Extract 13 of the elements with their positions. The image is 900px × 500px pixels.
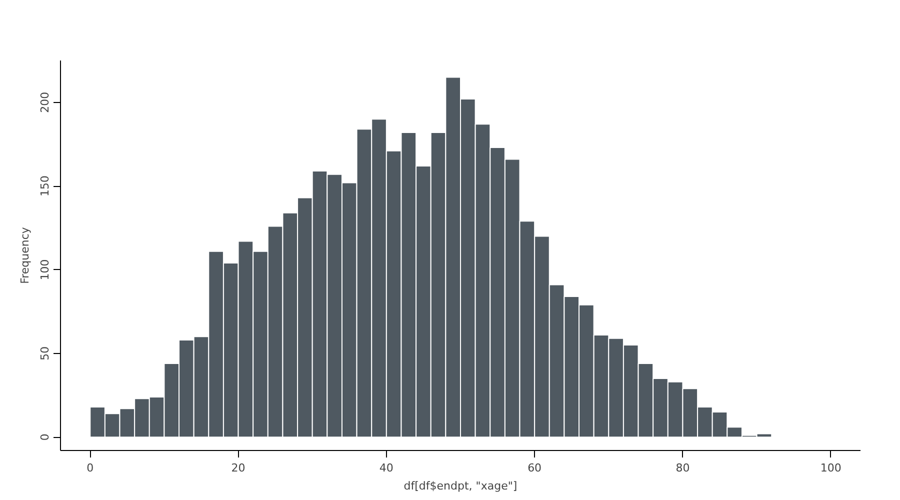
x-tick-label: 40 [379,462,394,474]
x-tick-label: 80 [676,462,690,474]
y-tick-label: 150 [38,176,52,197]
y-tick-label: 200 [38,92,52,113]
y-tick-label: 50 [38,346,52,360]
y-tick-label: 0 [38,434,52,441]
x-tick-label: 0 [86,462,94,474]
x-tick-label: 60 [528,462,542,474]
x-axis-title: df[df$endpt, "xage"] [404,480,518,492]
y-axis-title: Frequency [18,226,32,284]
x-tick-label: 100 [820,462,842,474]
y-tick-label: 100 [38,259,52,280]
x-tick-label: 20 [231,462,246,474]
